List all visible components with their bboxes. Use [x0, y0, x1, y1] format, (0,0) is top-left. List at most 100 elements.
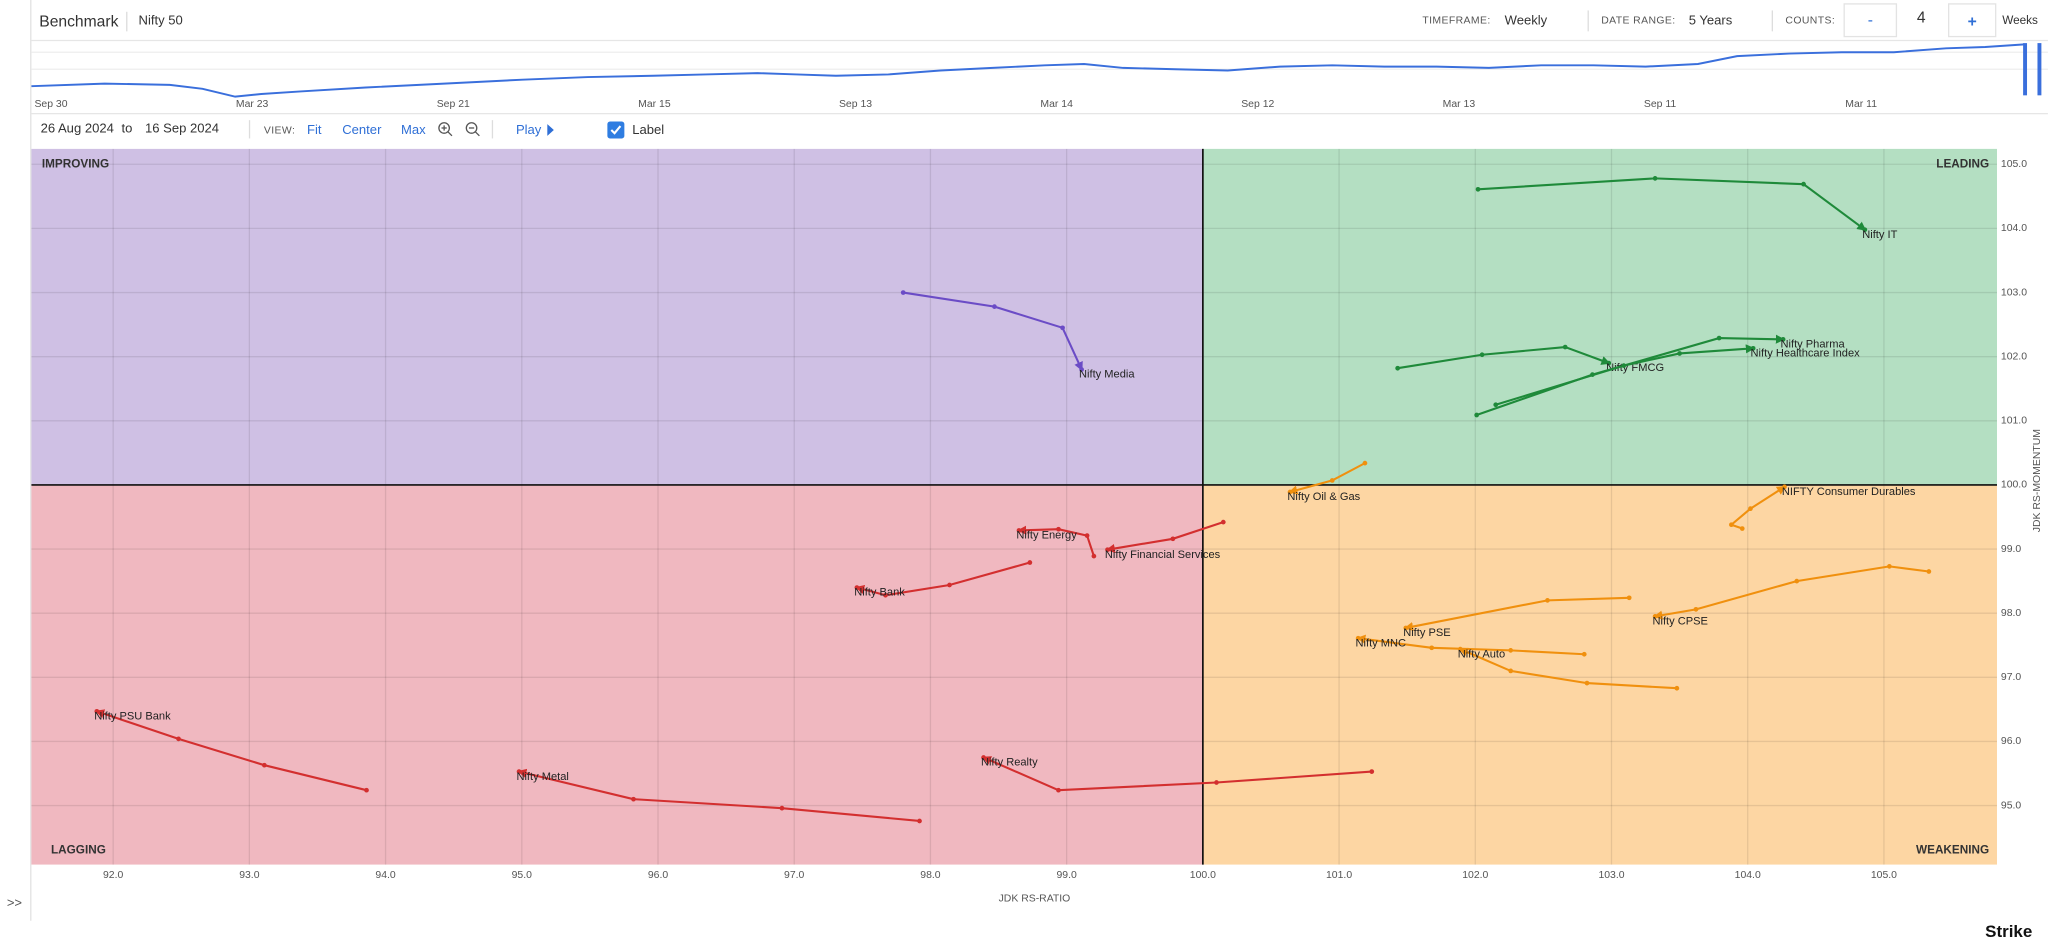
zoom-in-button[interactable] — [438, 122, 453, 137]
zoom-out-button[interactable] — [465, 122, 480, 137]
tail-line — [1458, 647, 1677, 690]
y-tick-label: 98.0 — [2001, 608, 2022, 619]
timeline-label: Mar 14 — [1040, 99, 1073, 110]
tail-point — [1056, 787, 1061, 793]
counts-value[interactable]: 4 — [1917, 9, 1926, 26]
counts-plus[interactable]: + — [1968, 13, 1977, 30]
tail-point — [947, 582, 952, 588]
tail-point — [1887, 564, 1892, 569]
counts-minus-button[interactable] — [1843, 3, 1898, 38]
max-button[interactable]: Max — [401, 122, 426, 137]
tail-point — [1584, 680, 1590, 686]
counts-unit: Weeks — [2002, 14, 2038, 27]
tail-point — [1287, 489, 1293, 495]
series-label: Nifty Pharma — [1781, 339, 1846, 351]
benchmark-value[interactable]: Nifty 50 — [139, 12, 183, 27]
tail-line — [1729, 485, 1787, 530]
timeline-label: Sep 13 — [839, 99, 872, 110]
date-range-label: DATE RANGE: — [1601, 16, 1675, 27]
series-label: NIFTY Consumer Durables — [1782, 486, 1916, 498]
counts-plus-button[interactable] — [1948, 3, 1997, 38]
timeline-label: Sep 12 — [1241, 99, 1274, 110]
range-handle[interactable] — [2023, 43, 2028, 96]
y-tick-label: 105.0 — [2001, 159, 2027, 170]
label-checkbox[interactable] — [607, 121, 625, 139]
series-label: Nifty MNC — [1356, 637, 1407, 649]
label-toggle[interactable]: Label — [632, 122, 664, 137]
tail-point — [992, 304, 997, 309]
date-range-value[interactable]: 5 Years — [1689, 12, 1733, 27]
range-handle[interactable] — [2037, 43, 2042, 96]
tail-point — [1794, 578, 1800, 584]
tail-point — [1457, 646, 1463, 652]
x-tick-label: 103.0 — [1598, 870, 1624, 881]
tail-line — [517, 768, 920, 823]
sidebar-toggle[interactable]: >> — [7, 895, 22, 910]
tail-point — [1750, 345, 1756, 351]
tail-point — [1652, 176, 1658, 181]
tail-point — [1508, 668, 1514, 674]
timeframe-value[interactable]: Weekly — [1505, 12, 1548, 27]
counts-label: COUNTS: — [1785, 16, 1835, 27]
quadrant-label: LEADING — [1936, 158, 1989, 171]
timeframe-label: TIMEFRAME: — [1422, 16, 1490, 27]
tail-line — [981, 756, 1372, 792]
quadrant-label: LAGGING — [51, 843, 106, 856]
x-axis-label: JDK RS-RATIO — [999, 893, 1071, 904]
quadrant-label: IMPROVING — [42, 158, 109, 171]
y-tick-label: 104.0 — [2001, 223, 2027, 234]
tail-point — [1084, 533, 1090, 538]
tail-point — [883, 592, 888, 598]
tail-point — [1027, 560, 1033, 565]
tail-point — [94, 708, 100, 714]
tail-point — [261, 762, 267, 768]
series-label: Nifty IT — [1862, 229, 1897, 241]
series-label: Nifty Bank — [854, 587, 905, 599]
x-tick-label: 105.0 — [1871, 870, 1897, 881]
x-tick-label: 104.0 — [1735, 870, 1761, 881]
series-label: Nifty Oil & Gas — [1287, 491, 1360, 503]
tail-line — [1477, 177, 1867, 231]
fit-button[interactable]: Fit — [307, 122, 322, 137]
play-button[interactable]: Play — [516, 122, 542, 137]
timeline-label: Sep 30 — [34, 99, 67, 110]
tail-point — [1475, 186, 1481, 192]
tail-point — [516, 769, 522, 774]
series-label: Nifty Energy — [1016, 530, 1077, 542]
date-from[interactable]: 26 Aug 2024 — [41, 121, 114, 136]
play-icon[interactable] — [547, 124, 554, 136]
series-label: Nifty CPSE — [1652, 616, 1707, 628]
timeline[interactable] — [31, 43, 2048, 98]
center-button[interactable]: Center — [342, 122, 382, 137]
quadrant — [1202, 148, 1997, 485]
series-label: Nifty PSU Bank — [94, 710, 171, 722]
date-to[interactable]: 16 Sep 2024 — [145, 121, 219, 136]
x-tick-label: 94.0 — [375, 870, 396, 881]
quadrant — [31, 484, 1203, 865]
tail-point — [1170, 536, 1176, 542]
y-tick-label: 96.0 — [2001, 736, 2022, 747]
tail-point — [1926, 569, 1932, 574]
tail-point — [981, 755, 986, 760]
quadrant-label: WEAKENING — [1916, 843, 1989, 856]
series-label: Nifty FMCG — [1606, 362, 1664, 374]
y-tick-label: 102.0 — [2001, 351, 2027, 362]
x-tick-label: 99.0 — [1056, 870, 1077, 881]
x-tick-label: 92.0 — [103, 870, 124, 881]
tail-line — [1397, 345, 1611, 370]
tail-point — [854, 585, 860, 590]
tail-point — [1214, 780, 1219, 785]
benchmark-line — [31, 43, 2025, 98]
tail-point — [1748, 506, 1753, 512]
tail-point — [1545, 598, 1550, 603]
counts-minus[interactable]: - — [1868, 12, 1873, 29]
y-tick-label: 103.0 — [2001, 287, 2027, 298]
tail-point — [1355, 635, 1361, 641]
tail-point — [1652, 614, 1658, 619]
brand-logo: Strike — [1985, 922, 2032, 941]
tail-point — [1329, 478, 1335, 483]
tail-point — [1782, 484, 1787, 490]
series-label: Nifty PSE — [1403, 627, 1450, 639]
checkmark — [610, 125, 622, 135]
